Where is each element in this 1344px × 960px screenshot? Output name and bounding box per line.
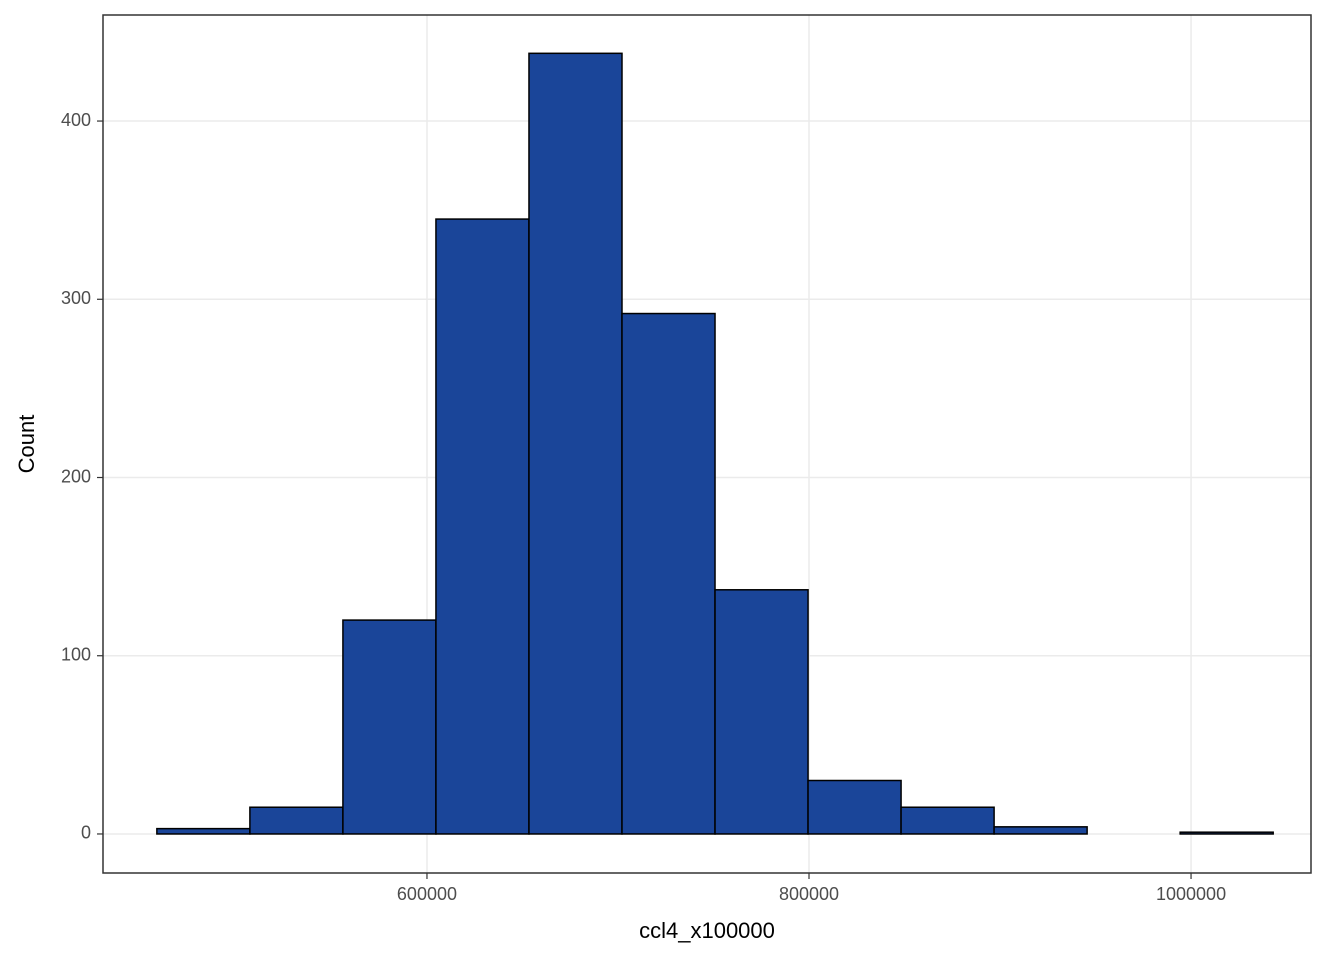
panel-border [102,14,1312,874]
bar [621,312,716,835]
x-tick-label: 800000 [779,884,839,904]
y-tick-label: 400 [61,110,91,130]
y-tick-label: 300 [61,288,91,308]
bar [156,827,251,835]
bar [342,619,437,835]
bar [249,806,344,835]
bar [435,218,530,835]
y-tick-label: 0 [81,823,91,843]
bar [1179,831,1274,835]
x-tick-label: 1000000 [1156,884,1226,904]
y-tick-label: 100 [61,644,91,664]
x-tick-label: 600000 [397,884,457,904]
bar [807,779,902,835]
y-axis-title: Count [14,415,39,474]
x-axis-title: ccl4_x100000 [639,918,775,943]
bar [900,806,995,835]
bar [528,52,623,835]
bar [993,826,1088,835]
bar [714,589,809,835]
y-tick-label: 200 [61,466,91,486]
